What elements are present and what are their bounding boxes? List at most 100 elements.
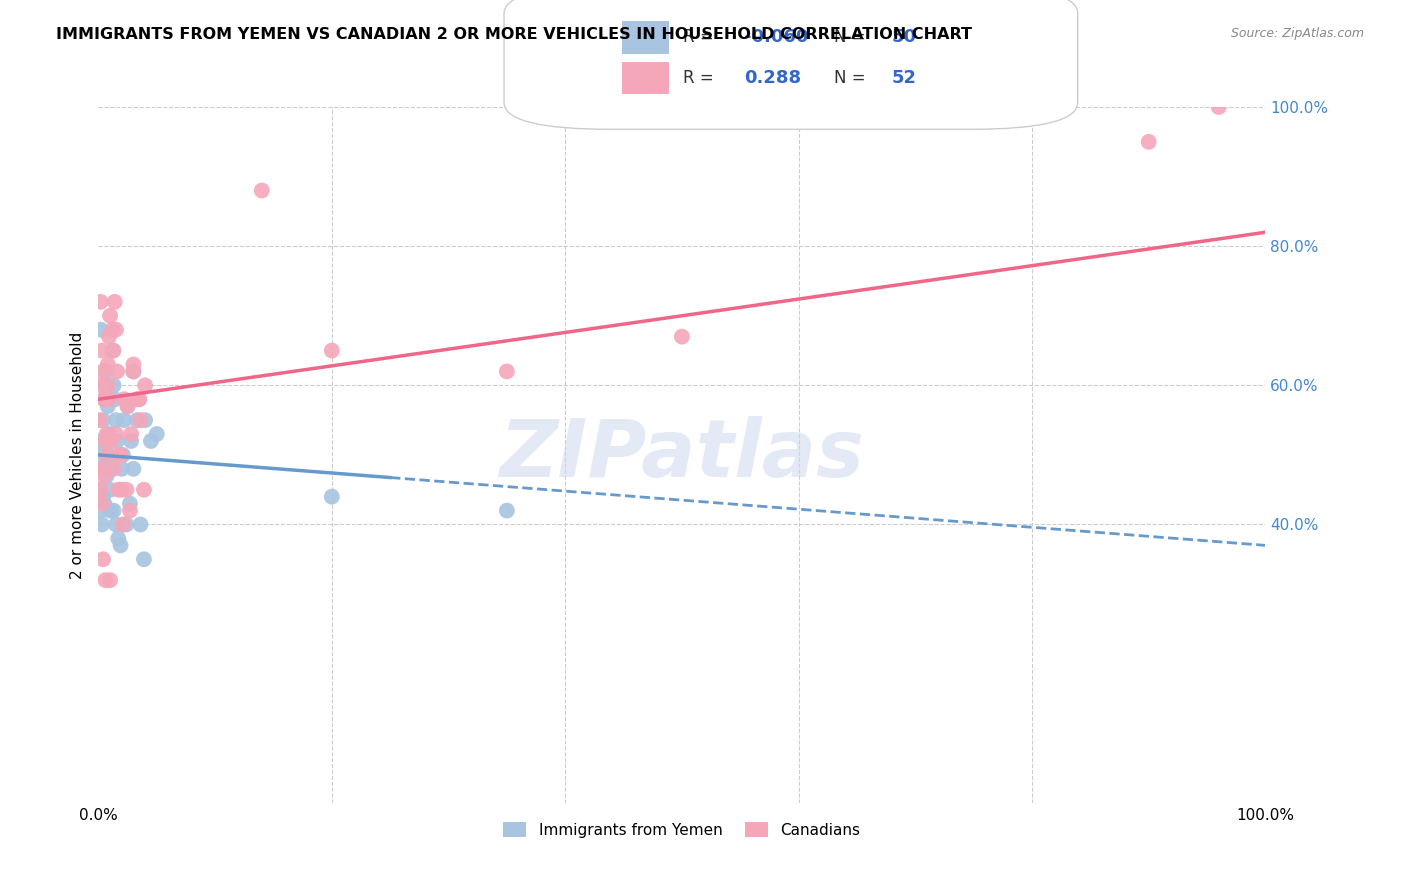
- Point: [321, 490, 343, 504]
- Point: [125, 413, 148, 427]
- FancyBboxPatch shape: [505, 0, 1077, 129]
- Point: [90, 323, 112, 337]
- Point: [250, 184, 273, 198]
- Point: [101, 343, 124, 358]
- Point: [96, 448, 118, 462]
- Point: [94, 434, 117, 448]
- Point: [103, 462, 125, 476]
- Point: [101, 323, 124, 337]
- Point: [97, 329, 120, 343]
- Point: [97, 448, 120, 462]
- Point: [104, 427, 127, 442]
- Point: [111, 462, 134, 476]
- Point: [97, 378, 120, 392]
- Point: [89, 448, 111, 462]
- Point: [98, 483, 121, 497]
- Point: [94, 392, 117, 407]
- Point: [117, 399, 139, 413]
- Point: [89, 462, 111, 476]
- Point: [90, 462, 112, 476]
- Point: [118, 503, 141, 517]
- Point: [120, 434, 142, 448]
- Point: [118, 497, 141, 511]
- Point: [103, 503, 125, 517]
- Bar: [623, 62, 669, 94]
- Point: [132, 483, 155, 497]
- Point: [107, 483, 129, 497]
- Point: [111, 483, 134, 497]
- Point: [104, 413, 127, 427]
- Point: [132, 552, 155, 566]
- Point: [115, 517, 138, 532]
- Point: [91, 364, 114, 378]
- Point: [125, 392, 148, 407]
- Point: [105, 364, 128, 378]
- Text: 50: 50: [891, 29, 917, 46]
- Point: [103, 343, 125, 358]
- Point: [671, 329, 693, 343]
- Point: [107, 532, 129, 546]
- Bar: [623, 21, 669, 54]
- Point: [104, 323, 127, 337]
- Point: [97, 448, 120, 462]
- Point: [110, 448, 132, 462]
- Point: [112, 413, 135, 427]
- Point: [90, 343, 112, 358]
- Point: [93, 468, 115, 483]
- Point: [94, 573, 117, 587]
- Point: [496, 364, 519, 378]
- Point: [90, 294, 112, 309]
- Point: [122, 462, 145, 476]
- Point: [128, 392, 150, 407]
- Point: [146, 427, 169, 442]
- Point: [100, 434, 122, 448]
- Point: [91, 413, 114, 427]
- Point: [129, 517, 152, 532]
- Text: R =: R =: [683, 29, 720, 46]
- Text: 52: 52: [891, 69, 917, 87]
- Point: [97, 358, 120, 372]
- Point: [134, 378, 156, 392]
- Point: [97, 392, 120, 407]
- Point: [122, 358, 145, 372]
- Point: [120, 427, 142, 442]
- Point: [90, 434, 112, 448]
- Point: [117, 399, 139, 413]
- Text: -0.060: -0.060: [744, 29, 808, 46]
- Point: [98, 309, 121, 323]
- Point: [96, 364, 118, 378]
- Point: [90, 503, 112, 517]
- Point: [91, 490, 114, 504]
- Legend: Immigrants from Yemen, Canadians: Immigrants from Yemen, Canadians: [498, 815, 866, 844]
- Point: [112, 392, 135, 407]
- Text: N =: N =: [834, 29, 870, 46]
- Point: [129, 413, 152, 427]
- Point: [105, 434, 128, 448]
- Point: [96, 468, 118, 483]
- Point: [98, 503, 121, 517]
- Point: [89, 413, 111, 427]
- Point: [100, 462, 122, 476]
- Text: N =: N =: [834, 69, 870, 87]
- Point: [122, 364, 145, 378]
- Point: [108, 448, 131, 462]
- Point: [93, 392, 115, 407]
- Text: ZIPatlas: ZIPatlas: [499, 416, 865, 494]
- Point: [115, 483, 138, 497]
- Point: [96, 427, 118, 442]
- Point: [108, 448, 131, 462]
- Point: [134, 413, 156, 427]
- Point: [89, 483, 111, 497]
- Point: [128, 392, 150, 407]
- Point: [110, 538, 132, 552]
- Point: [111, 448, 134, 462]
- Point: [139, 434, 162, 448]
- Point: [91, 552, 114, 566]
- Point: [111, 517, 134, 532]
- Text: IMMIGRANTS FROM YEMEN VS CANADIAN 2 OR MORE VEHICLES IN HOUSEHOLD CORRELATION CH: IMMIGRANTS FROM YEMEN VS CANADIAN 2 OR M…: [56, 27, 972, 42]
- Point: [90, 497, 112, 511]
- Point: [103, 378, 125, 392]
- Point: [90, 378, 112, 392]
- Point: [94, 378, 117, 392]
- Point: [98, 573, 121, 587]
